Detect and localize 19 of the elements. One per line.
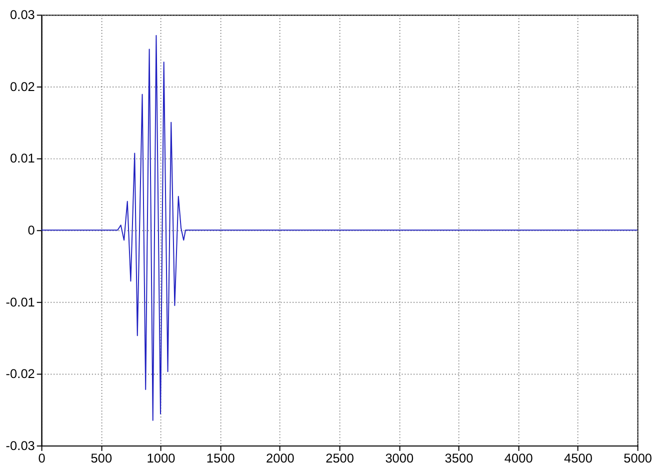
y-tick-label: 0.01 [10,150,35,166]
x-tick-label: 4500 [564,450,592,466]
x-tick-label: 1000 [146,450,176,466]
y-tick-label: -0.02 [6,366,35,382]
y-tick-label: 0.03 [10,7,35,22]
x-tick-label: 2000 [266,450,294,466]
y-tick-label: 0.02 [10,78,35,94]
line-series [40,35,638,421]
x-tick-label: 1500 [206,450,235,466]
y-tick-label: -0.03 [6,438,35,453]
x-tick-label: 3500 [444,450,474,466]
x-tick-label: 4000 [504,450,533,466]
y-tick-label: 0 [28,222,35,238]
x-tick-label: 2500 [326,450,354,466]
x-tick-label: 500 [90,450,112,466]
x-tick-label: 3000 [385,450,414,466]
y-tick-label: -0.01 [6,294,35,310]
x-tick-label: 0 [38,450,46,466]
x-tick-label: 5000 [624,450,652,466]
